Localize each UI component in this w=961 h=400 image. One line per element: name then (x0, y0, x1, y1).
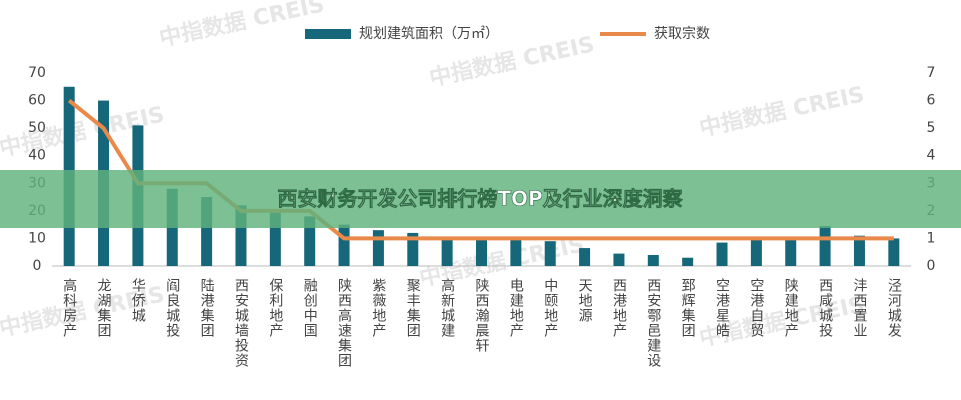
y-tick-label: 10 (28, 230, 46, 246)
bar (510, 238, 522, 266)
y-tick-label: 60 (28, 93, 46, 109)
x-tick-label: 空港星皓 (714, 278, 730, 338)
legend-swatch (305, 29, 351, 39)
bar (785, 238, 797, 266)
bar (407, 232, 419, 266)
bar (269, 210, 281, 266)
y-tick-label: 50 (28, 120, 46, 136)
x-tick-label: 沣西置业 (851, 278, 867, 338)
legend-label: 规划建筑面积（万㎡） (359, 26, 499, 42)
x-tick-label: 天地源 (577, 278, 593, 323)
bar (579, 248, 591, 266)
x-tick-label: 聚丰集团 (405, 278, 421, 338)
watermark: 中指数据 CREIS (697, 81, 867, 141)
x-tick-label: 西咸城投 (817, 278, 833, 338)
bar (476, 238, 487, 266)
bar (235, 205, 247, 266)
y2-tick-label: 5 (927, 120, 936, 136)
x-tick-label: 高科房产 (61, 277, 77, 338)
y2-tick-label: 7 (927, 65, 936, 81)
bar (338, 224, 350, 266)
x-tick-label: 龙湖集团 (96, 278, 112, 338)
x-tick-label: 保利地产 (267, 278, 283, 338)
x-tick-label: 融创中国 (302, 278, 318, 338)
y2-tick-label: 1 (927, 230, 936, 246)
banner-title: 西安财务开发公司排行榜TOP及行业深度洞察 (277, 187, 683, 211)
watermark: 中指数据 CREIS (157, 0, 327, 52)
y2-tick-label: 0 (927, 258, 936, 274)
x-tick-label: 郅辉集团 (680, 278, 696, 338)
x-tick-label: 陕西瀚晨轩 (474, 278, 490, 353)
bar (853, 235, 865, 266)
x-tick-label: 高新城建 (439, 277, 455, 338)
bar (544, 241, 556, 266)
legend-label: 获取宗数 (654, 26, 710, 42)
bar (304, 216, 316, 266)
bar (613, 253, 625, 266)
x-tick-label: 陕建地产 (783, 278, 799, 338)
x-tick-label: 西港地产 (611, 278, 627, 338)
bar (750, 238, 762, 266)
bar (888, 238, 900, 266)
bar (682, 257, 694, 266)
x-tick-label: 泾河城发 (886, 278, 902, 338)
x-tick-label: 陕西高速集团 (336, 278, 352, 368)
y-tick-label: 0 (33, 258, 42, 274)
bar (819, 226, 831, 266)
x-tick-label: 西安鄠邑建设 (645, 278, 661, 368)
bar (647, 254, 659, 266)
x-tick-label: 华侨城 (130, 278, 146, 323)
x-tick-label: 空港自贸 (748, 278, 764, 338)
y2-tick-label: 4 (927, 148, 936, 164)
banner-bg (0, 170, 961, 228)
y-tick-label: 70 (28, 65, 46, 81)
x-tick-label: 中颐地产 (542, 278, 558, 338)
bar (201, 197, 213, 266)
x-tick-label: 阎良城投 (164, 278, 180, 338)
x-tick-label: 电建地产 (508, 278, 524, 338)
bar (716, 242, 728, 266)
bar (441, 238, 453, 266)
x-tick-label: 紫薇地产 (370, 278, 386, 338)
y2-tick-label: 6 (927, 93, 936, 109)
y-tick-label: 40 (28, 148, 46, 164)
x-tick-label: 西安城墙投资 (233, 278, 249, 368)
bar (372, 230, 384, 266)
x-tick-label: 陆港集团 (199, 278, 215, 338)
